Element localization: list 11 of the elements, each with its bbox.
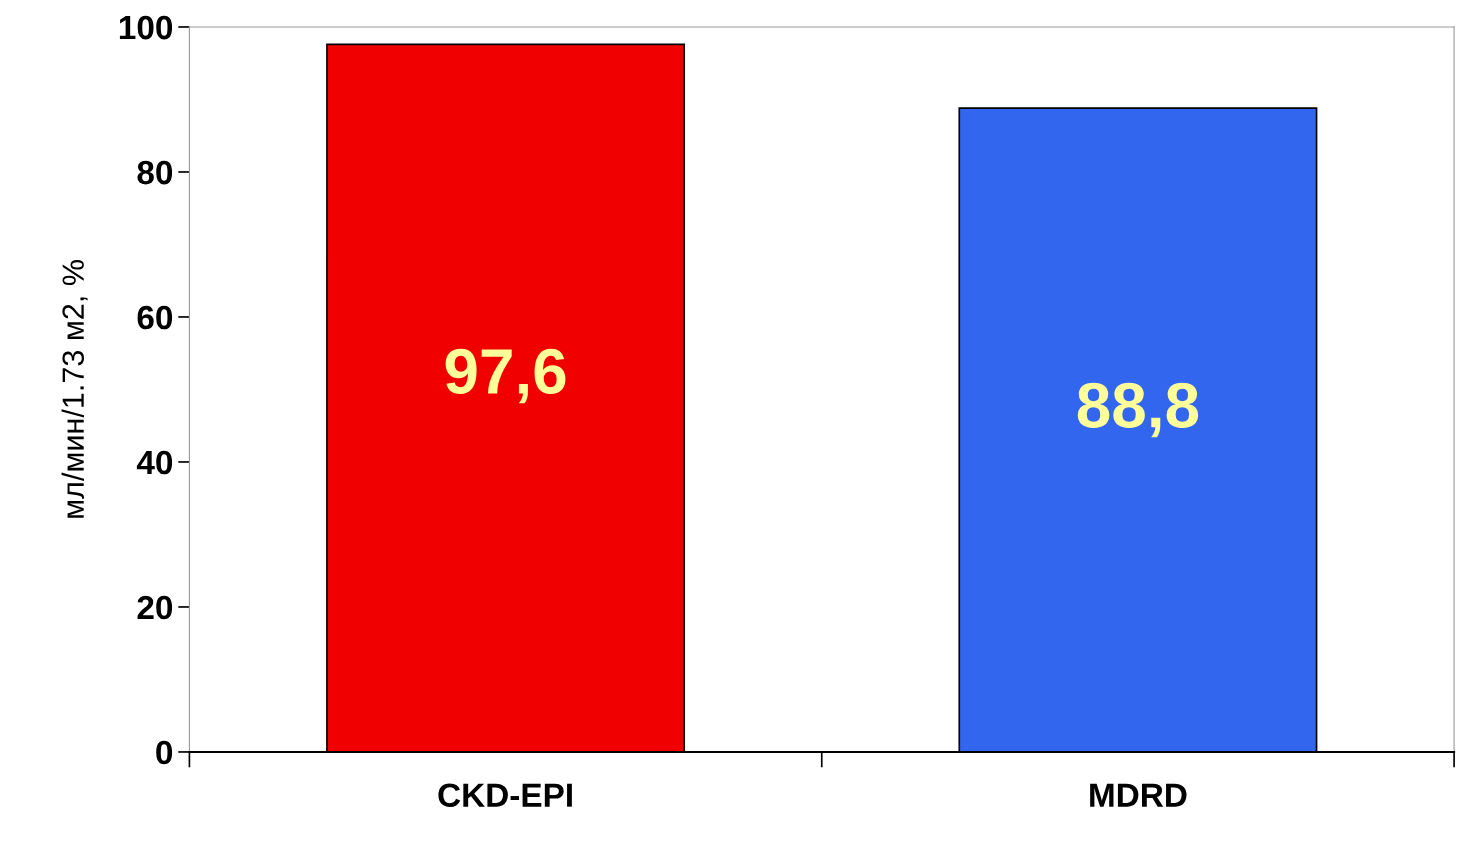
y-tick-label: 20 bbox=[137, 595, 173, 620]
data-label: 88,8 bbox=[1077, 382, 1199, 438]
x-tick-label: CKD-EPI bbox=[438, 783, 572, 807]
y-tick-label: 0 bbox=[156, 740, 173, 765]
y-tick-label: 40 bbox=[136, 450, 173, 475]
data-label: 97,6 bbox=[445, 348, 566, 404]
y-tick-label: 60 bbox=[137, 305, 173, 330]
y-tick-label: 100 bbox=[119, 15, 173, 40]
y-tick-label: 80 bbox=[137, 160, 173, 185]
y-axis-title: мл/мин/1.73 м2, % bbox=[61, 260, 88, 518]
x-tick-label: MDRD bbox=[1090, 783, 1187, 807]
